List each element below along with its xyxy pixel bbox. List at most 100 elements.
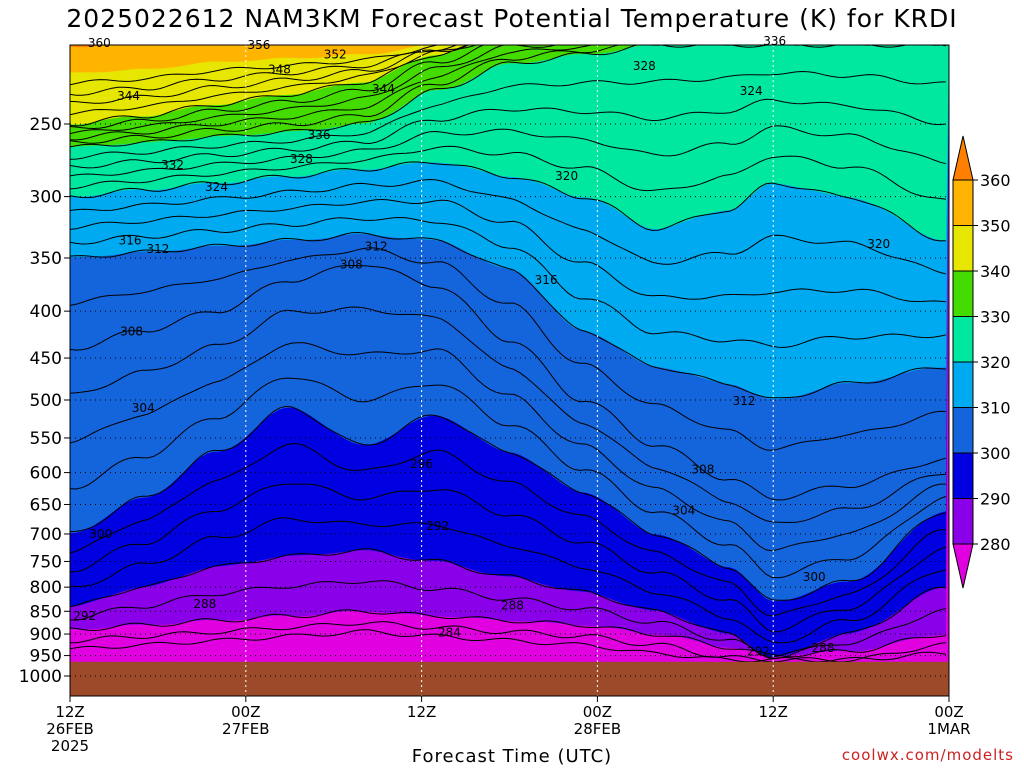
y-tick-label: 1000 <box>19 667 62 687</box>
x-tick-label: 28FEB <box>574 720 621 738</box>
isentrope-line <box>70 265 947 501</box>
contour-label: 312 <box>365 239 388 253</box>
isentrope-line <box>70 580 947 660</box>
contour-label: 344 <box>117 89 140 103</box>
isentrope-line <box>70 125 947 177</box>
isentrope-line <box>70 231 947 399</box>
isentrope-line <box>70 145 947 200</box>
plot-frame <box>69 44 950 697</box>
contour-label: 288 <box>812 641 835 655</box>
contour-label: 348 <box>268 62 291 76</box>
y-tick-label: 950 <box>30 647 62 667</box>
theta-bands <box>70 45 949 696</box>
contour-label: 336 <box>763 34 786 48</box>
contour-label: 292 <box>73 609 96 623</box>
isentrope-line <box>70 178 947 275</box>
colorbar-tick-label: 280 <box>980 535 1011 554</box>
grid-lines <box>70 45 949 696</box>
contour-label: 308 <box>691 462 714 476</box>
y-tick-label: 700 <box>30 525 62 545</box>
isentrope-lines <box>70 45 947 663</box>
contour-label: 324 <box>740 84 763 98</box>
frame-rect <box>69 44 950 697</box>
x-tick-label: 26FEB <box>46 720 93 738</box>
isentrope-line <box>70 45 947 148</box>
colorbar-tick-label: 360 <box>980 171 1011 190</box>
isentrope-line <box>70 629 947 663</box>
colorbar-swatch <box>952 407 974 454</box>
isentrope-line <box>70 70 947 160</box>
contour-label: 328 <box>290 152 313 166</box>
isentrope-line <box>70 609 947 658</box>
colorbar-tick-label: 300 <box>980 444 1011 463</box>
isentrope-line <box>70 161 947 242</box>
contour-label: 292 <box>747 644 770 658</box>
contour-label: 324 <box>205 180 228 194</box>
isentrope-line <box>70 45 470 127</box>
isentrope-line <box>70 98 947 169</box>
isentrope-line <box>70 45 635 141</box>
isentrope-line <box>70 45 470 104</box>
band-350 <box>70 45 949 73</box>
colorbar-top-arrow <box>952 135 974 181</box>
watermark: coolwx.com/modelts <box>841 746 1014 764</box>
x-tick-label: 00Z <box>231 703 260 721</box>
colorbar-tick-label: 330 <box>980 308 1011 327</box>
colorbar-swatch <box>952 179 974 226</box>
x-tick-label: 00Z <box>934 703 963 721</box>
contour-label: 336 <box>308 128 331 142</box>
isentrope-line <box>70 306 947 524</box>
x-tick-label: 27FEB <box>222 720 269 738</box>
isentrope-line <box>70 377 947 579</box>
isentrope-line <box>70 483 947 633</box>
contour-label: 296 <box>410 457 433 471</box>
contour-label: 316 <box>119 234 142 248</box>
colorbar-swatch <box>952 225 974 272</box>
colorbar: 360 350 340 330 320 310 300 290 280 <box>952 135 1011 589</box>
x-tick-label: 00Z <box>583 703 612 721</box>
y-tick-label: 550 <box>30 429 62 449</box>
ground-fill <box>70 661 949 696</box>
isentrope-line <box>70 443 947 617</box>
colorbar-swatch <box>952 270 974 317</box>
x-axis-label: Forecast Time (UTC) <box>411 746 613 767</box>
x-tick-label: 12Z <box>407 703 436 721</box>
x-tick-label: 2025 <box>51 737 89 755</box>
contour-label: 304 <box>672 504 695 518</box>
colorbar-tick-label: 290 <box>980 490 1011 509</box>
y-tick-label: 250 <box>30 115 62 135</box>
colorbar-swatch <box>952 361 974 408</box>
isentrope-line <box>70 45 485 130</box>
contour-label: 300 <box>89 527 112 541</box>
isentrope-line <box>70 517 947 644</box>
isentrope-line <box>70 45 478 116</box>
isentrope-line <box>70 342 946 552</box>
ground-layer <box>70 661 949 696</box>
colorbar-tick-label: 350 <box>980 217 1011 236</box>
x-tick-label: 1MAR <box>927 720 970 738</box>
contour-label: 312 <box>732 394 755 408</box>
y-tick-label: 450 <box>30 349 62 369</box>
contour-label: 320 <box>555 169 578 183</box>
colorbar-tick-label: 320 <box>980 353 1011 372</box>
colorbar-swatch <box>952 498 974 545</box>
y-tick-label: 300 <box>30 188 62 208</box>
contour-label: 328 <box>633 59 656 73</box>
y-tick-label: 900 <box>30 625 62 645</box>
contour-label: 304 <box>132 401 155 415</box>
isentrope-line <box>70 548 947 658</box>
isentrope-line <box>70 198 947 303</box>
isentrope-line <box>70 405 947 601</box>
isentrope-line <box>70 45 558 135</box>
y-tick-label: 650 <box>30 495 62 515</box>
contour-label: 308 <box>120 325 143 339</box>
contour-label: 288 <box>193 597 216 611</box>
contour-label: 312 <box>146 242 169 256</box>
y-tick-label: 850 <box>30 602 62 622</box>
contour-label: 300 <box>803 570 826 584</box>
contour-label: 284 <box>438 626 461 640</box>
x-tick-label: 12Z <box>55 703 84 721</box>
contour-label: 316 <box>535 273 558 287</box>
